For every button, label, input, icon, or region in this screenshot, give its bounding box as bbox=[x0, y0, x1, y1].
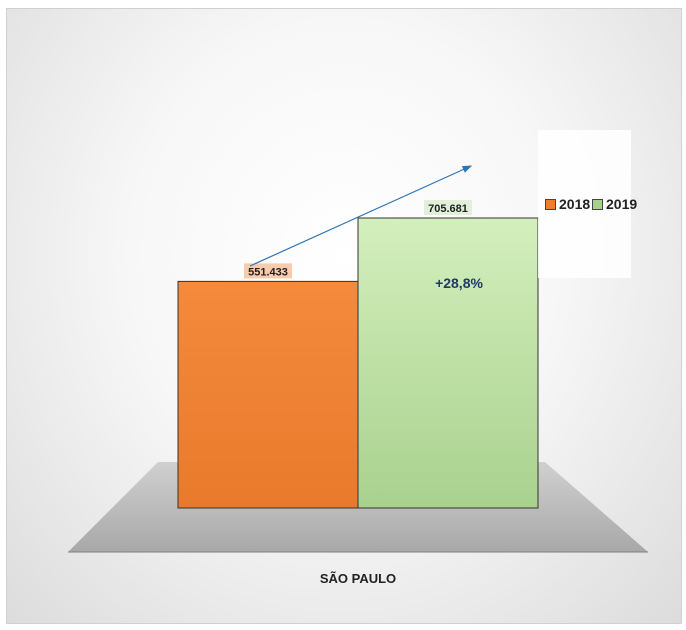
legend-swatch-2019 bbox=[592, 198, 603, 210]
legend-label-2018: 2018 bbox=[559, 196, 591, 212]
bar-2019 bbox=[357, 217, 539, 509]
data-label-2018: 551.433 bbox=[248, 266, 288, 278]
legend-label-2019: 2019 bbox=[606, 196, 638, 212]
data-label-2019-bg bbox=[424, 200, 472, 215]
growth-arrow bbox=[249, 165, 473, 267]
growth-annotation: +28,8% bbox=[435, 275, 483, 291]
data-label-2018-bg bbox=[244, 263, 292, 279]
legend-swatch-2018 bbox=[545, 198, 556, 210]
category-label: SÃO PAULO bbox=[320, 571, 396, 586]
legend-item-2018: 2018 bbox=[545, 196, 590, 212]
bar-2018 bbox=[177, 280, 359, 509]
data-label-2019: 705.681 bbox=[428, 203, 468, 215]
legend-item-2019: 2019 bbox=[592, 196, 637, 212]
